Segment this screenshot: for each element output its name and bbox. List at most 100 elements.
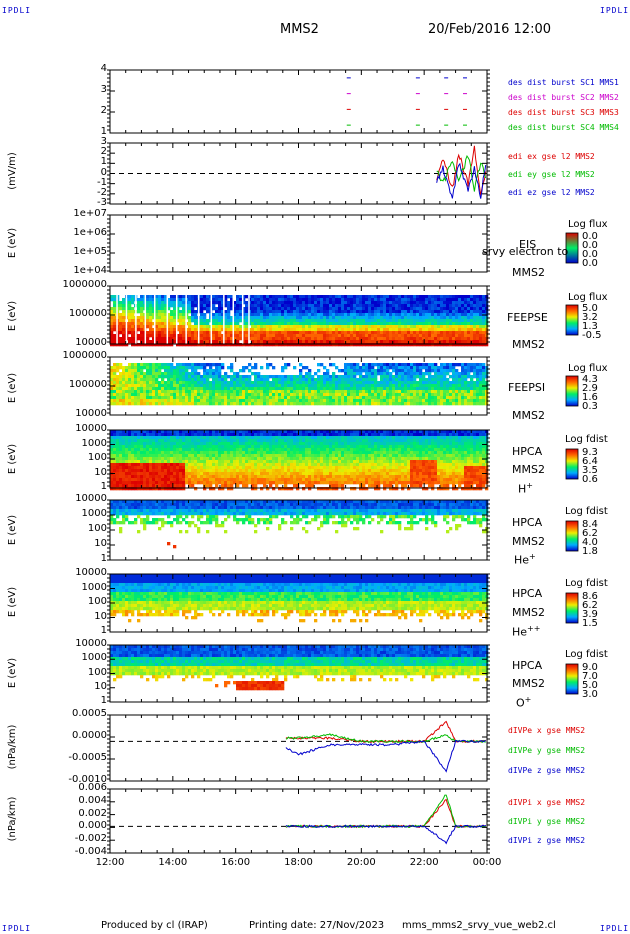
spectro-cell [230, 363, 234, 367]
spectro-cell [203, 393, 207, 397]
spectro-cell [194, 481, 198, 485]
spectro-cell [287, 307, 291, 311]
spectro-cell [383, 375, 387, 379]
spectro-cell [284, 396, 288, 400]
spectro-cell [140, 319, 144, 323]
spectro-cell [329, 381, 333, 385]
spectro-cell [413, 372, 417, 376]
spectro-cell [404, 387, 408, 391]
spectro-cell [341, 399, 345, 403]
spectro-cell [203, 487, 207, 491]
spectro-cell [155, 448, 159, 452]
spectro-cell [227, 396, 231, 400]
spectro-cell [326, 298, 330, 302]
spectro-cell [116, 439, 120, 443]
spectro-cell [326, 319, 330, 323]
spectro-cell [434, 390, 438, 394]
spectro-cell [398, 304, 402, 308]
spectro-cell [392, 331, 396, 335]
spectro-cell [146, 369, 150, 373]
spectro-cell [176, 445, 180, 449]
spectro-cell [182, 331, 186, 335]
spectro-cell [248, 481, 252, 485]
spectro-cell [395, 343, 399, 347]
spectro-cell [215, 457, 219, 461]
spectro-cell [242, 366, 246, 370]
spectro-cell [230, 457, 234, 461]
spectro-cell [287, 457, 291, 461]
spectro-cell [260, 331, 264, 335]
spectro-cell [374, 328, 378, 332]
spectro-cell [404, 378, 408, 382]
spectro-cell [272, 442, 276, 446]
spectro-cell [275, 322, 279, 326]
spectro-cell [431, 369, 435, 373]
spectro-cell [266, 313, 270, 317]
spectro-cell [413, 390, 417, 394]
spectro-cell [446, 304, 450, 308]
spectro-cell [149, 393, 153, 397]
spectro-cell [308, 439, 312, 443]
spectro-cell [227, 478, 231, 482]
spectro-cell [242, 399, 246, 403]
spectro-cell [209, 381, 213, 385]
spectro-cell [110, 366, 114, 370]
spectro-cell [302, 375, 306, 379]
spectro-cell [458, 381, 462, 385]
spectro-cell [242, 384, 246, 388]
spectro-cell [419, 387, 423, 391]
spectro-cell [434, 372, 438, 376]
spectro-cell [407, 366, 411, 370]
spectro-cell [272, 295, 276, 299]
spectro-cell [311, 387, 315, 391]
spectro-cell [308, 375, 312, 379]
spectro-cell [293, 445, 297, 449]
spectro-cell [323, 325, 327, 329]
spectro-cell [371, 375, 375, 379]
spectro-cell [299, 445, 303, 449]
spectro-cell [173, 304, 177, 308]
spectro-cell [116, 472, 120, 476]
spectro-cell [386, 307, 390, 311]
spectro-cell [140, 325, 144, 329]
spectro-cell [473, 399, 477, 403]
spectro-cell [263, 439, 267, 443]
spectro-cell [221, 316, 225, 320]
spectro-cell [212, 442, 216, 446]
spectro-cell [206, 381, 210, 385]
spectro-cell [125, 393, 129, 397]
spectro-cell [305, 396, 309, 400]
spectro-cell [269, 481, 273, 485]
spectro-cell [266, 322, 270, 326]
spectro-cell [173, 460, 177, 464]
spectro-cell [341, 298, 345, 302]
spectro-cell [320, 313, 324, 317]
spectro-cell [113, 337, 117, 341]
spectro-cell [470, 402, 474, 406]
spectro-cell [332, 328, 336, 332]
spectro-cell [308, 402, 312, 406]
spectro-cell [398, 340, 402, 344]
spectro-cell [203, 369, 207, 373]
spectro-cell [254, 319, 258, 323]
spectro-cell [380, 331, 384, 335]
spectro-cell [410, 319, 414, 323]
spectro-cell [290, 430, 294, 434]
spectro-cell [194, 334, 198, 338]
spectro-cell [407, 372, 411, 376]
spectro-cell [386, 328, 390, 332]
spectro-cell [383, 310, 387, 314]
spectro-cell [269, 436, 273, 440]
spectro-cell [278, 430, 282, 434]
spectro-cell [308, 337, 312, 341]
spectro-cell [173, 322, 177, 326]
spectro-cell [365, 387, 369, 391]
spectro-cell [311, 295, 315, 299]
spectro-cell [146, 475, 150, 479]
spectro-cell [113, 325, 117, 329]
spectro-cell [284, 307, 288, 311]
spectro-cell [209, 460, 213, 464]
spectro-cell [128, 337, 132, 341]
spectro-cell [260, 481, 264, 485]
spectro-cell [482, 319, 486, 323]
